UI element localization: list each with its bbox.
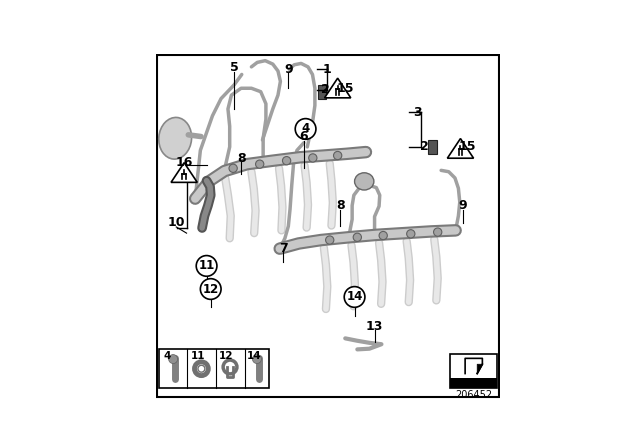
Circle shape — [168, 354, 177, 363]
Text: 3: 3 — [413, 106, 422, 119]
Text: 6: 6 — [300, 130, 308, 143]
Circle shape — [308, 154, 317, 162]
Circle shape — [333, 151, 342, 159]
Polygon shape — [171, 163, 197, 182]
Circle shape — [282, 156, 291, 165]
Circle shape — [223, 360, 237, 374]
Text: 2: 2 — [321, 83, 330, 96]
Text: 14: 14 — [247, 351, 262, 361]
Circle shape — [255, 160, 264, 168]
Circle shape — [229, 164, 237, 172]
Text: 12: 12 — [219, 351, 233, 361]
Text: 15: 15 — [459, 140, 476, 153]
Bar — [317, 85, 326, 99]
Circle shape — [433, 228, 442, 236]
Ellipse shape — [159, 117, 191, 159]
Text: 15: 15 — [337, 82, 354, 95]
Ellipse shape — [355, 173, 374, 190]
Circle shape — [326, 236, 334, 244]
Text: 11: 11 — [198, 259, 214, 272]
Text: 13: 13 — [366, 320, 383, 333]
Circle shape — [196, 255, 217, 276]
Circle shape — [379, 232, 387, 240]
Bar — [159, 349, 269, 388]
Bar — [451, 378, 497, 388]
Bar — [428, 140, 436, 154]
Text: 14: 14 — [346, 290, 363, 303]
Circle shape — [295, 119, 316, 139]
Bar — [451, 354, 497, 388]
Text: 4: 4 — [163, 351, 170, 361]
Text: 9: 9 — [284, 63, 292, 76]
Text: 11: 11 — [191, 351, 205, 361]
Polygon shape — [324, 78, 351, 98]
Text: 1: 1 — [323, 63, 332, 76]
Text: 12: 12 — [203, 283, 219, 296]
Circle shape — [198, 365, 205, 372]
Circle shape — [252, 354, 261, 363]
Circle shape — [195, 362, 208, 375]
Circle shape — [344, 287, 365, 307]
Circle shape — [353, 233, 362, 241]
Text: 8: 8 — [237, 152, 245, 165]
Text: 4: 4 — [301, 122, 310, 135]
Text: 8: 8 — [336, 199, 344, 212]
Text: 5: 5 — [230, 61, 239, 74]
Text: 9: 9 — [458, 199, 467, 212]
Text: 206452: 206452 — [455, 390, 492, 400]
Text: 2: 2 — [420, 140, 429, 153]
Polygon shape — [477, 364, 483, 374]
Circle shape — [406, 230, 415, 238]
Polygon shape — [447, 138, 474, 158]
Circle shape — [200, 279, 221, 299]
Text: 16: 16 — [175, 156, 193, 169]
Text: 7: 7 — [279, 242, 287, 255]
Text: 10: 10 — [168, 216, 185, 229]
